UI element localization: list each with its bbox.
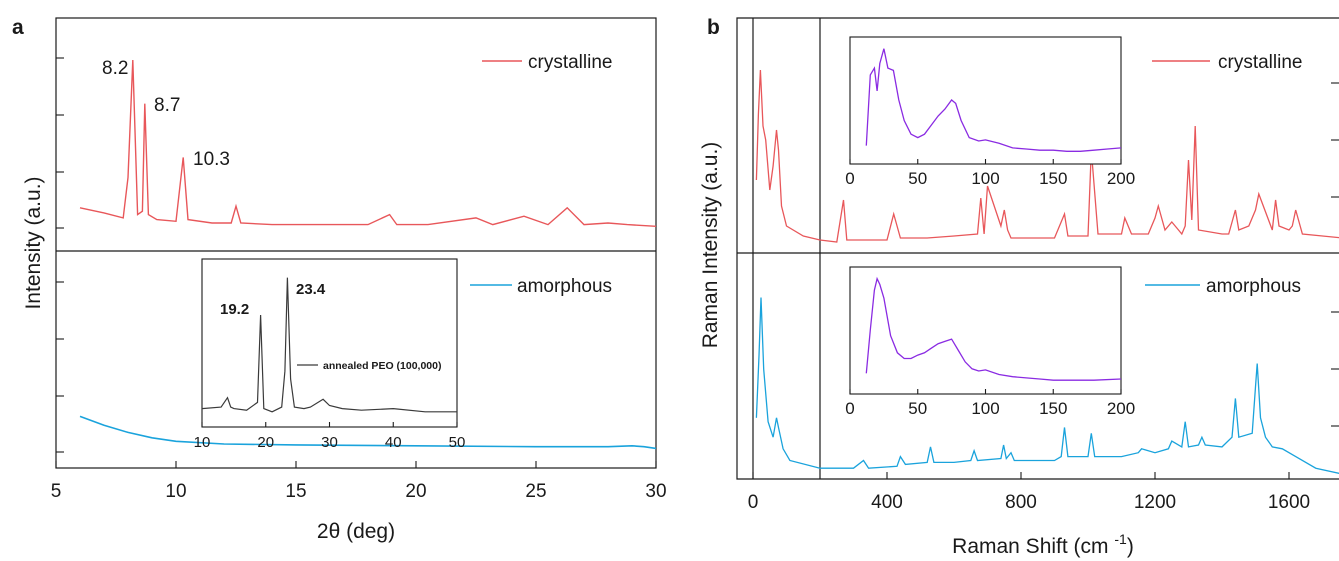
panel-b-inset-crystalline-frame bbox=[849, 36, 1122, 165]
panel-b-inset-x-tick-label: 100 bbox=[971, 399, 999, 418]
panel-b-x-tick-label: 1600 bbox=[1268, 492, 1310, 513]
peak-label-8-2: 8.2 bbox=[102, 58, 128, 79]
panel-a-ylabel: Intensity (a.u.) bbox=[22, 176, 45, 309]
panel-b: 0 400 800 1200 1600 crystalline amorphous Ra… bbox=[699, 17, 1339, 558]
panel-a-legend-crystalline-label: crystalline bbox=[528, 52, 612, 73]
panel-b-letter: b bbox=[707, 16, 720, 39]
panel-b-legend-crystalline-label: crystalline bbox=[1218, 52, 1302, 73]
panel-a-x-ticks: 5 10 15 20 25 30 bbox=[51, 461, 667, 502]
panel-b-inset-crystalline: 0 50 100 150 200 bbox=[845, 36, 1135, 188]
panel-a-frame bbox=[55, 17, 657, 469]
panel-a-x-tick-label: 25 bbox=[525, 481, 546, 502]
panel-a-inset-x-ticks: 10 20 30 40 50 bbox=[194, 422, 466, 451]
panel-a-x-tick-label: 20 bbox=[405, 481, 426, 502]
panel-b-xlabel: Raman Shift (cm -1) bbox=[952, 531, 1134, 558]
panel-a-inset-x-tick-label: 50 bbox=[449, 434, 466, 451]
panel-b-xlabel-close: ) bbox=[1127, 535, 1134, 558]
panel-a-inset-x-tick-label: 30 bbox=[321, 434, 338, 451]
panel-a-inset: 10 20 30 40 50 annealed PEO (100,000) 19.2 2… bbox=[194, 258, 466, 451]
panel-a-inset-x-tick-label: 10 bbox=[194, 434, 211, 451]
panel-b-inset-x-tick-label: 200 bbox=[1107, 169, 1135, 188]
panel-a-crystalline-line bbox=[79, 59, 657, 227]
panel-b-x-tick-label: 800 bbox=[1005, 492, 1037, 513]
panel-a-x-tick-label: 5 bbox=[51, 481, 62, 502]
panel-b-inset-crystalline-line bbox=[865, 48, 1122, 152]
panel-b-inset-x-tick-label: 150 bbox=[1039, 169, 1067, 188]
panel-b-inset-amorphous: 0 50 100 150 200 bbox=[845, 266, 1135, 418]
inset-peak-label-19-2: 19.2 bbox=[220, 301, 249, 318]
panel-a-x-tick-label: 30 bbox=[645, 481, 666, 502]
panel-a-y-ticks bbox=[56, 57, 64, 453]
inset-peak-label-23-4: 23.4 bbox=[296, 281, 326, 298]
panel-b-inset-x-tick-label: 0 bbox=[845, 169, 854, 188]
panel-b-inset-x-tick-label: 50 bbox=[908, 399, 927, 418]
panel-a-x-tick-label: 15 bbox=[285, 481, 306, 502]
panel-b-amorphous-line bbox=[755, 297, 1339, 474]
peak-label-10-3: 10.3 bbox=[193, 149, 230, 170]
panel-b-inset-x-tick-label: 150 bbox=[1039, 399, 1067, 418]
panel-a-x-tick-label: 10 bbox=[165, 481, 186, 502]
panel-b-x-tick-label: 0 bbox=[748, 492, 759, 513]
panel-a-amorphous-line bbox=[79, 415, 657, 450]
panel-b-inset-x-tick-label: 200 bbox=[1107, 399, 1135, 418]
panel-b-xlabel-superscript: -1 bbox=[1114, 531, 1127, 547]
panel-a-letter: a bbox=[12, 16, 24, 39]
panel-b-inset-crystalline-x-ticks: 0 50 100 150 200 bbox=[845, 159, 1135, 188]
panel-a: 5 10 15 20 25 30 crystalline amorphous 8.2 8.… bbox=[22, 17, 667, 543]
panel-a-inset-peo-line bbox=[201, 277, 457, 413]
panel-b-inset-x-tick-label: 50 bbox=[908, 169, 927, 188]
panel-b-inset-x-tick-label: 100 bbox=[971, 169, 999, 188]
panel-a-inset-x-tick-label: 40 bbox=[385, 434, 402, 451]
panel-b-inset-amorphous-line bbox=[865, 276, 1122, 381]
panel-b-inset-x-tick-label: 0 bbox=[845, 399, 854, 418]
peak-label-8-7: 8.7 bbox=[154, 95, 180, 116]
panel-b-inset-amorphous-frame bbox=[849, 266, 1122, 395]
panel-b-legend-amorphous-label: amorphous bbox=[1206, 276, 1301, 297]
panel-b-y-ticks bbox=[1331, 82, 1339, 427]
panel-a-inset-legend-label: annealed PEO (100,000) bbox=[323, 360, 441, 372]
panel-a-legend-amorphous-label: amorphous bbox=[517, 276, 612, 297]
panel-b-inset-amorphous-x-ticks: 0 50 100 150 200 bbox=[845, 389, 1135, 418]
panel-b-frame bbox=[736, 17, 1339, 480]
panel-b-x-tick-label: 400 bbox=[871, 492, 903, 513]
panel-a-inset-frame bbox=[201, 258, 458, 428]
panel-b-x-ticks: 0 400 800 1200 1600 bbox=[748, 472, 1310, 513]
panel-b-ylabel: Raman Intensity (a.u.) bbox=[699, 142, 722, 349]
panel-b-x-tick-label: 1200 bbox=[1134, 492, 1176, 513]
panel-b-crystalline-line bbox=[755, 69, 1339, 243]
panel-a-xlabel: 2θ (deg) bbox=[317, 520, 395, 543]
panel-a-inset-x-tick-label: 20 bbox=[257, 434, 274, 451]
